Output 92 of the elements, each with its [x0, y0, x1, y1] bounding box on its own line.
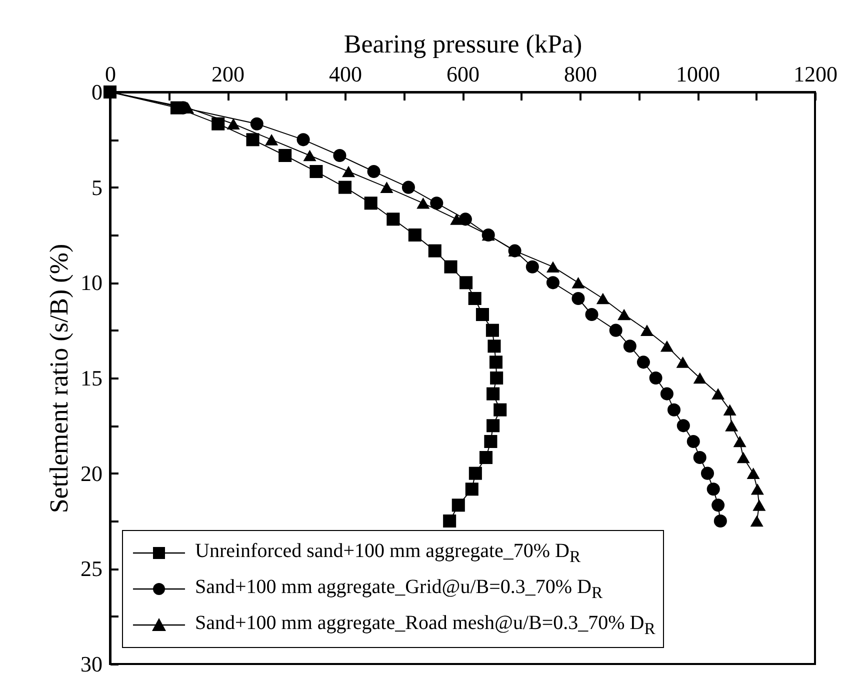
point: [226, 118, 240, 130]
y-tick-label: 5: [92, 174, 102, 200]
point: [712, 388, 725, 400]
point: [265, 134, 278, 146]
point: [428, 244, 442, 258]
y-axis-title: Settlement ratio (s/B) (%): [44, 244, 74, 514]
point: [746, 468, 760, 479]
point: [444, 260, 458, 274]
point: [380, 182, 394, 193]
point: [618, 308, 631, 320]
point: [676, 356, 690, 368]
point: [488, 340, 501, 353]
point: [212, 117, 225, 130]
x-tick-label: 200: [212, 62, 244, 86]
point: [596, 292, 610, 304]
point: [479, 450, 493, 464]
point: [676, 419, 690, 432]
point: [686, 434, 700, 448]
legend-label: Unreinforced sand+100 mm aggregate_70% D$_{R}$: [195, 540, 581, 566]
point: [476, 308, 489, 322]
point: [609, 324, 622, 337]
point: [712, 498, 725, 512]
point: [458, 212, 472, 226]
y-tick-label: 20: [80, 460, 102, 486]
point: [585, 308, 598, 322]
point: [546, 261, 560, 272]
point: [752, 500, 766, 511]
point: [468, 466, 482, 480]
point: [342, 166, 356, 178]
x-tick-label: 1200: [794, 62, 838, 86]
point: [660, 387, 674, 400]
point: [364, 196, 378, 210]
point: [246, 133, 260, 146]
y-tick-label: 30: [80, 652, 102, 676]
point: [693, 372, 706, 384]
point: [640, 324, 654, 336]
point: [250, 117, 264, 130]
point: [636, 356, 650, 369]
point: [750, 484, 764, 495]
point: [486, 419, 500, 432]
point: [486, 387, 500, 400]
point: [546, 276, 560, 290]
point: [468, 292, 482, 306]
x-tick-label: 600: [446, 62, 480, 86]
x-axis-title: Bearing pressure (kPa): [344, 30, 582, 58]
point: [333, 148, 346, 162]
point: [700, 466, 714, 480]
y-tick-label: 25: [80, 556, 102, 582]
point: [386, 212, 400, 226]
point: [465, 482, 478, 496]
point: [667, 403, 681, 416]
point: [750, 515, 764, 527]
point: [452, 498, 465, 512]
point: [693, 451, 706, 464]
point: [736, 452, 750, 464]
point: [660, 340, 674, 352]
point: [649, 371, 662, 385]
legend-label: Sand+100 mm aggregate_Grid@u/B=0.3_70% D$_{R}$: [195, 576, 603, 602]
point: [714, 514, 727, 528]
point: [402, 180, 415, 194]
point: [416, 198, 430, 209]
y-tick-label: 15: [80, 366, 102, 390]
point: [494, 403, 507, 416]
point: [486, 324, 499, 337]
point: [310, 164, 323, 178]
point: [367, 165, 380, 178]
point: [572, 292, 585, 305]
point: [733, 436, 746, 448]
x-tick-label: 800: [564, 62, 597, 86]
x-tick-label: 400: [329, 62, 362, 86]
point: [489, 356, 503, 369]
point: [706, 482, 720, 496]
legend-label: Sand+100 mm aggregate_Road mesh@u/B=0.3_70% D$_{R}$: [195, 612, 656, 638]
y-tick-label: 0: [92, 80, 102, 104]
point: [450, 214, 464, 225]
x-tick-label: 1000: [676, 62, 720, 86]
point: [408, 228, 422, 242]
point: [490, 371, 504, 385]
point: [623, 340, 636, 353]
point: [526, 260, 539, 274]
point: [303, 150, 316, 162]
point: [430, 196, 444, 210]
point: [725, 420, 738, 432]
y-tick-label: 10: [80, 270, 102, 296]
point: [460, 276, 473, 290]
point: [278, 148, 292, 162]
point: [443, 514, 456, 528]
point: [572, 277, 585, 288]
point: [484, 434, 498, 448]
point: [723, 404, 736, 416]
point: [296, 133, 310, 146]
point: [338, 180, 352, 194]
